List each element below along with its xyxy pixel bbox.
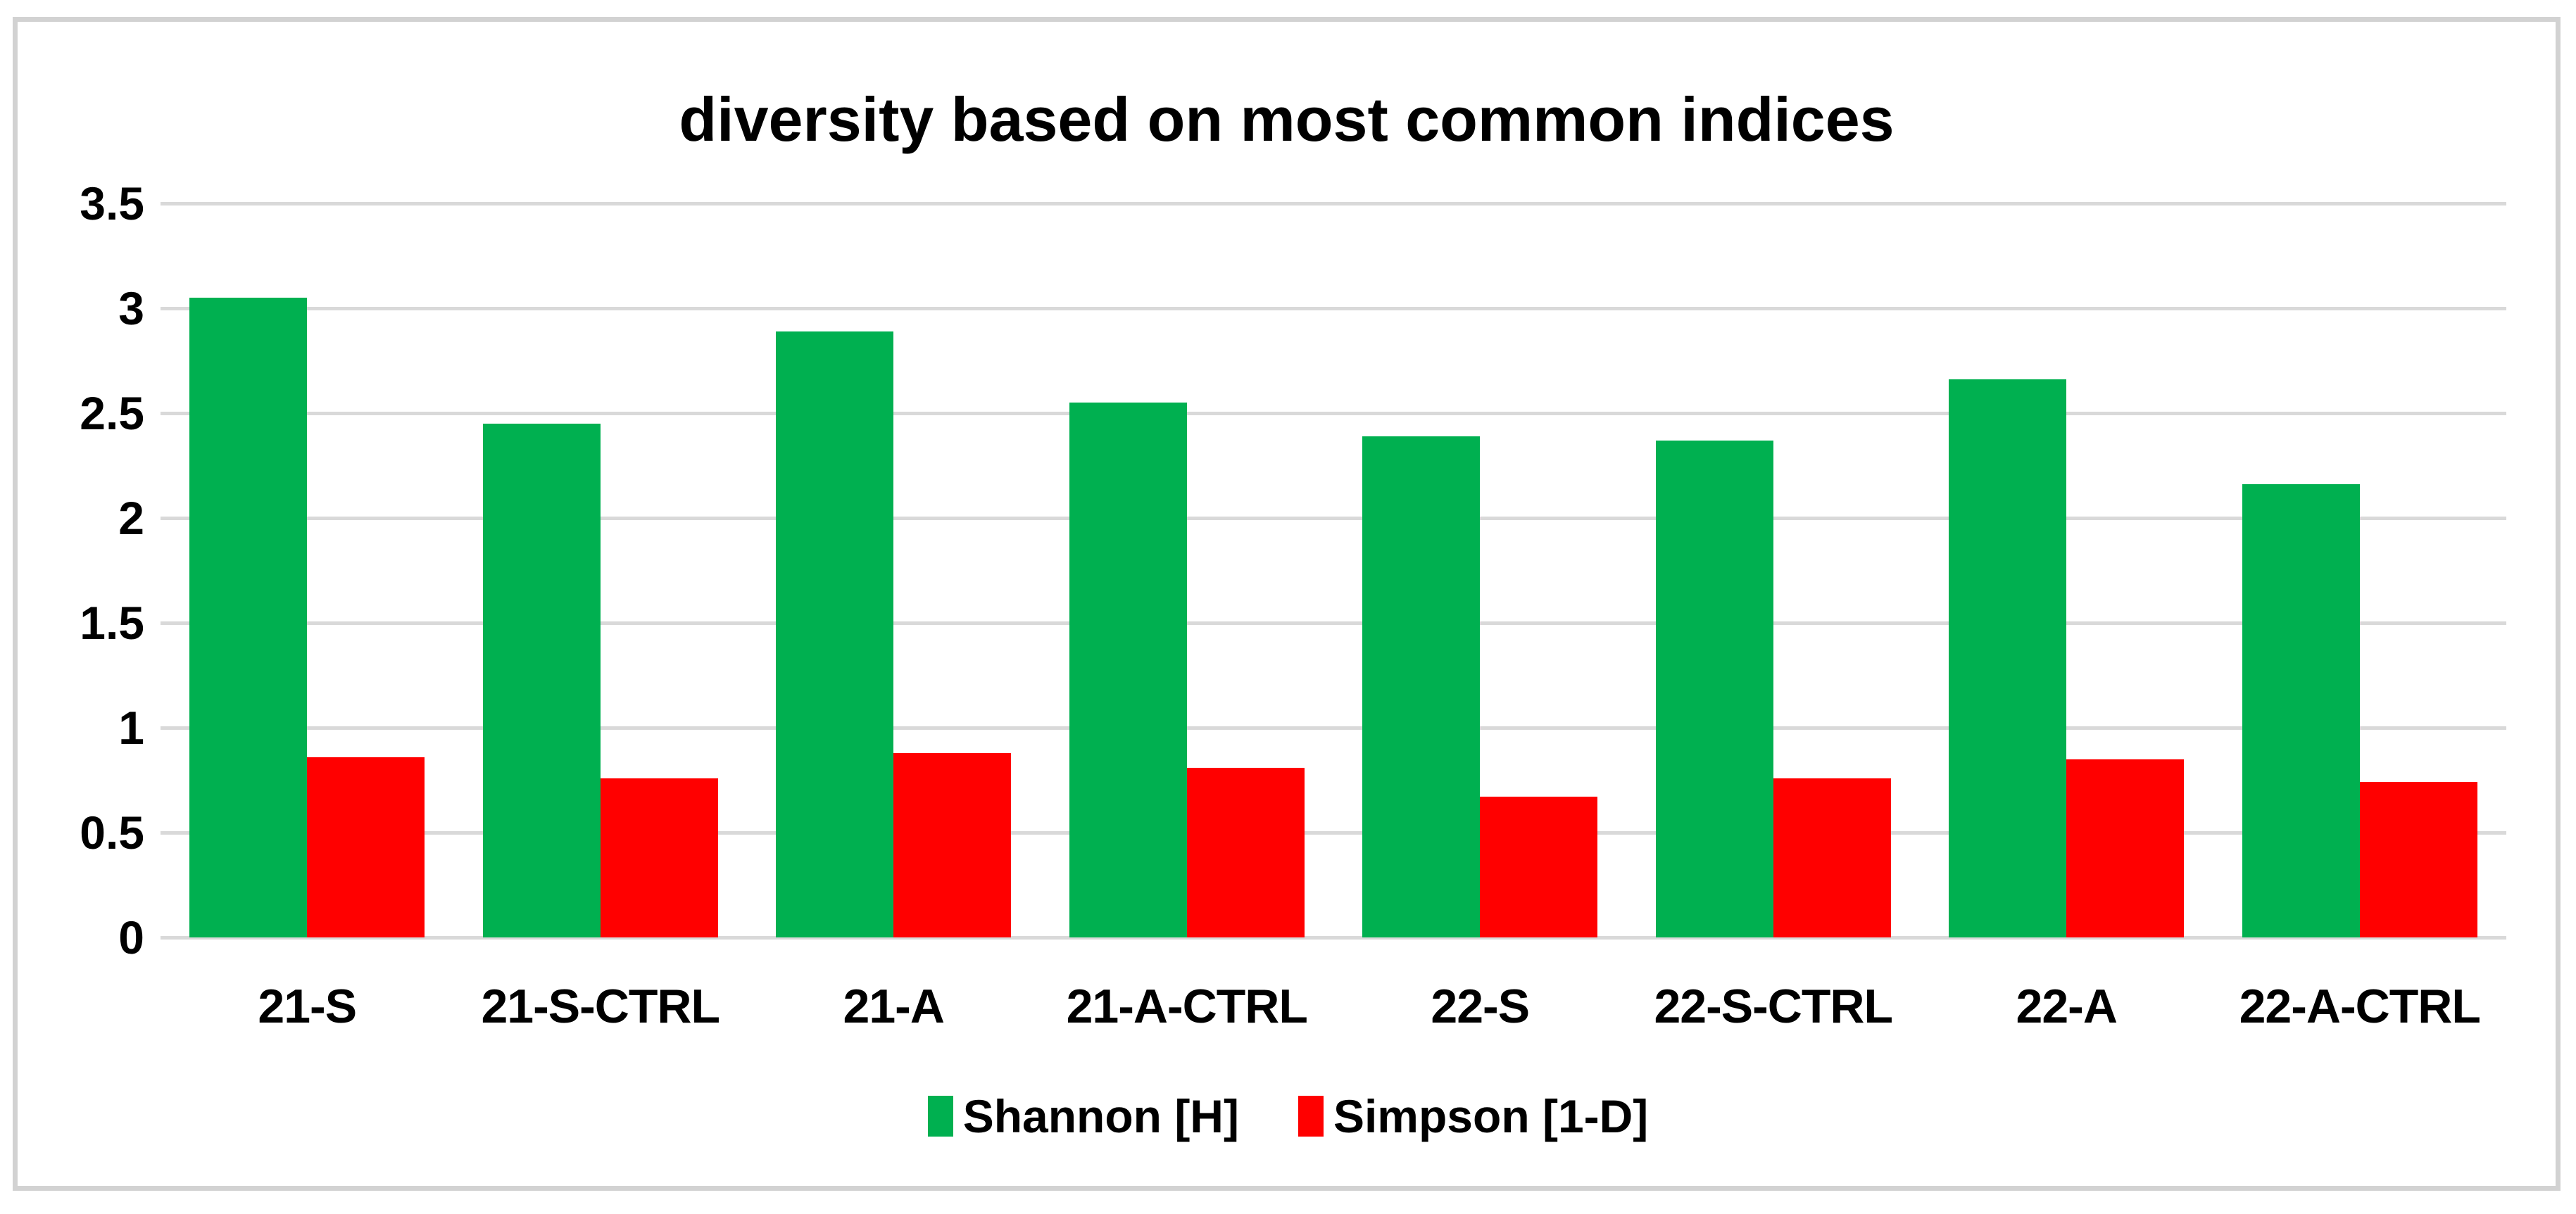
x-axis-category-label: 21-A-CTRL [1066,980,1308,1033]
legend-item: Simpson [1-D] [1298,1089,1648,1143]
bar-shannon-21-S-CTRL [482,424,601,937]
y-axis-tick-label: 3.5 [80,177,144,229]
bar-simpson-21-S-CTRL [600,778,718,937]
gridline-1.5 [161,621,2506,625]
gridline-0.5 [161,830,2506,835]
bar-simpson-22-S-CTRL [1773,778,1891,937]
x-axis-category-label: 21-S [258,980,357,1033]
y-axis-tick-label: 1.5 [80,597,144,649]
x-axis-category-label: 21-S-CTRL [481,980,720,1033]
x-axis-category-label: 22-S-CTRL [1654,980,1893,1033]
y-axis-tick-label: 3 [118,282,144,334]
bar-simpson-22-S [1480,797,1598,937]
x-axis-category-label: 22-S [1431,980,1530,1033]
legend-label: Simpson [1-D] [1333,1090,1649,1142]
legend-label: Shannon [H] [962,1090,1239,1142]
gridline-1 [161,726,2506,730]
chart-title: diversity based on most common indices [679,84,1895,154]
bar-shannon-21-A-CTRL [1069,403,1187,937]
gridline-3.5 [161,201,2506,206]
bar-simpson-21-A [893,753,1012,937]
gridline-2.5 [161,411,2506,415]
bar-shannon-22-A-CTRL [2242,484,2360,937]
bar-shannon-22-S [1362,436,1481,937]
gridline-3 [161,306,2506,310]
gridline-2 [161,516,2506,520]
gridline-0 [161,935,2506,940]
legend-swatch-icon [1298,1096,1324,1137]
y-axis-tick-label: 0 [118,911,144,963]
legend: Shannon [H] Simpson [1-D] [0,1089,2576,1143]
bar-shannon-22-S-CTRL [1655,441,1773,937]
y-axis-tick-label: 2 [118,492,144,544]
y-axis-tick-label: 0.5 [80,807,144,859]
x-axis-category-label: 22-A [2016,980,2118,1033]
plot-area [18,22,2556,1186]
bar-shannon-21-A [776,331,894,937]
legend-item: Shannon [H] [927,1089,1239,1143]
bar-simpson-22-A [2066,759,2185,937]
bar-simpson-21-S [307,757,425,937]
y-axis-tick-label: 1 [118,702,144,754]
y-axis-tick-label: 2.5 [80,387,144,439]
bar-simpson-21-A-CTRL [1186,768,1305,937]
bar-shannon-21-S [189,298,308,937]
x-axis-category-label: 21-A [843,980,945,1033]
x-axis-category-label: 22-A-CTRL [2239,980,2481,1033]
bar-simpson-22-A-CTRL [2359,782,2477,937]
bar-shannon-22-A [1949,379,2067,937]
chart-frame: diversity based on most common indices [13,17,2561,1191]
legend-swatch-icon [927,1096,953,1137]
